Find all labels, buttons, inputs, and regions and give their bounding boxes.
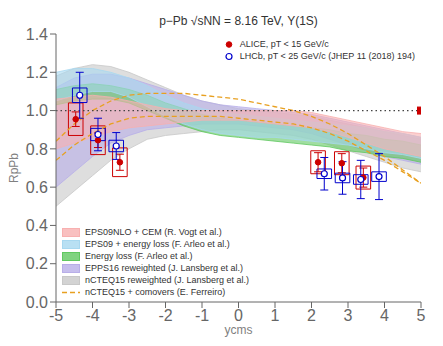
svg-text:0.0: 0.0 — [26, 294, 48, 311]
svg-text:2: 2 — [307, 307, 316, 324]
svg-text:1: 1 — [271, 307, 280, 324]
html-text:EPS09NLO + CEM (R. Vogt et al.: EPS09NLO + CEM (R. Vogt et al.) — [85, 227, 222, 237]
svg-text:0.4: 0.4 — [26, 217, 48, 234]
svg-text:4: 4 — [380, 307, 389, 324]
svg-text:-3: -3 — [122, 307, 136, 324]
svg-text:ycms: ycms — [225, 323, 253, 337]
html-text:Energy loss (F. Arleo et al.): Energy loss (F. Arleo et al.) — [85, 251, 193, 261]
html-text:EPPS16 reweighted (J. Lansberg: EPPS16 reweighted (J. Lansberg et al.) — [85, 263, 244, 273]
svg-text:0.6: 0.6 — [26, 179, 48, 196]
svg-text:1.4: 1.4 — [26, 26, 48, 43]
svg-text:p−Pb √sNN = 8.16 TeV, Υ(1S): p−Pb √sNN = 8.16 TeV, Υ(1S) — [159, 14, 318, 28]
svg-text:0: 0 — [234, 307, 243, 324]
html-text:nCTEQ15 reweighted (J. Lansber: nCTEQ15 reweighted (J. Lansberg et al.) — [85, 275, 250, 285]
svg-text:-2: -2 — [158, 307, 172, 324]
html-text:EPS09 + energy loss (F. Arleo: EPS09 + energy loss (F. Arleo et al.) — [85, 239, 230, 249]
svg-text:-5: -5 — [49, 307, 63, 324]
svg-text:5: 5 — [417, 307, 426, 324]
svg-text:1.0: 1.0 — [26, 102, 48, 119]
html-text:ALICE, pT < 15 GeV/c: ALICE, pT < 15 GeV/c — [239, 39, 329, 49]
svg-text:-4: -4 — [85, 307, 99, 324]
svg-text:0.8: 0.8 — [26, 141, 48, 158]
html-text:nCTEQ15 + comovers (E. Ferreir: nCTEQ15 + comovers (E. Ferreiro) — [85, 287, 226, 297]
html-text:LHCb, pT < 25 GeV/c (JHEP 11 (: LHCb, pT < 25 GeV/c (JHEP 11 (2018) 194) — [239, 51, 415, 61]
svg-text:1.2: 1.2 — [26, 64, 48, 81]
svg-text:-1: -1 — [195, 307, 209, 324]
svg-text:0.2: 0.2 — [26, 255, 48, 272]
svg-text:RpPb: RpPb — [8, 153, 21, 183]
svg-text:3: 3 — [344, 307, 353, 324]
